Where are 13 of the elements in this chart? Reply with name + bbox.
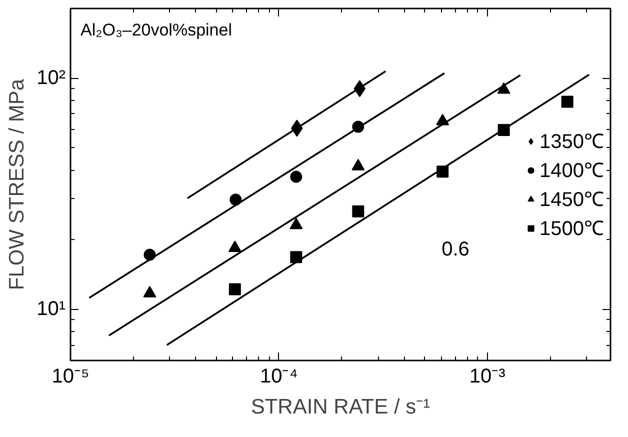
x-tick-label: 10⁻⁵ — [52, 366, 90, 388]
y-tick-label: 10² — [36, 67, 66, 90]
annotation: 0.6 — [442, 238, 470, 260]
legend-label: 1500℃ — [540, 217, 604, 241]
legend-label: 1450℃ — [540, 188, 604, 212]
x-tick-label: 10⁻³ — [469, 366, 506, 388]
x-tick-label: 10⁻⁴ — [260, 366, 298, 388]
y-axis-title: FLOW STRESS / MPa — [6, 78, 29, 290]
text: Al₂O₃–20vol%spinel — [80, 20, 232, 40]
legend-label: 1400℃ — [540, 159, 604, 183]
x-axis-title: STRAIN RATE / s⁻¹ — [250, 396, 430, 418]
y-tick-label: 10¹ — [36, 298, 66, 320]
legend-label: 1350℃ — [540, 130, 604, 154]
